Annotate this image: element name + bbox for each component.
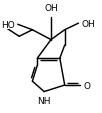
Text: NH: NH xyxy=(37,96,51,105)
Text: O: O xyxy=(83,81,90,90)
Text: OH: OH xyxy=(44,4,58,13)
Text: HO: HO xyxy=(1,21,15,29)
Text: OH: OH xyxy=(81,20,95,28)
